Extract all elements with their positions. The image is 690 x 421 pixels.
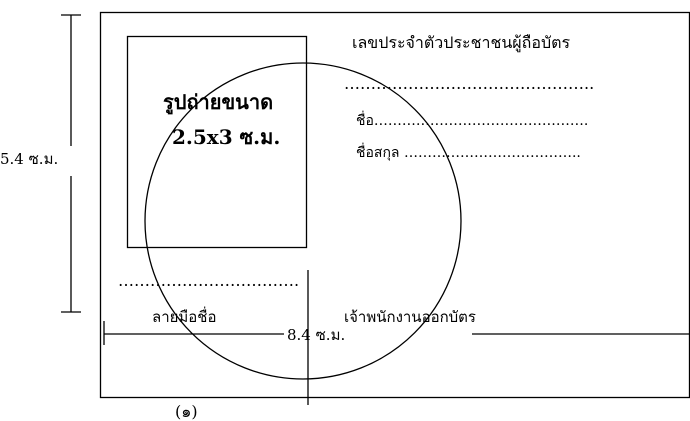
id-dots: ………………………………………..: [344, 74, 595, 93]
photo-box: [126, 35, 308, 249]
figure-number: (๑): [175, 402, 198, 421]
card-outline: [99, 11, 690, 399]
height-dimension-label: 5.4 ซ.ม.: [0, 150, 59, 168]
photo-label-line2: 2.5x3 ซ.ม.: [172, 125, 281, 149]
signature-label: ลายมือชื่อ: [152, 308, 217, 326]
width-dimension-label: 8.4 ซ.ม.: [287, 326, 346, 344]
stamp-circle: [144, 62, 462, 380]
id-label: เลขประจำตัวประชาชนผู้ถือบัตร: [352, 33, 571, 52]
officer-label: เจ้าพนักงานออกบัตร: [344, 308, 476, 326]
signature-dots: …………………………….: [118, 271, 300, 290]
photo-label-line1: รูปถ่ายขนาด: [163, 90, 274, 114]
name-field: ชื่อ……………………………………….: [356, 113, 589, 129]
surname-field: ชื่อสกุล ………………………………..: [356, 145, 581, 161]
